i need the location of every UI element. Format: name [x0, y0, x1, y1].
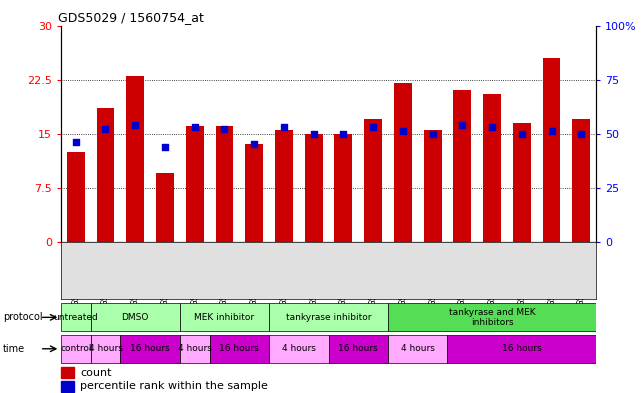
Point — [338, 130, 349, 137]
Bar — [215, 127, 233, 242]
FancyBboxPatch shape — [210, 335, 269, 363]
Point — [457, 122, 467, 128]
Text: untreated: untreated — [53, 313, 98, 322]
Bar — [156, 173, 174, 242]
Bar — [186, 127, 204, 242]
Point — [368, 124, 378, 130]
Text: count: count — [80, 367, 112, 378]
Point — [190, 124, 200, 130]
Text: tankyrase inhibitor: tankyrase inhibitor — [286, 313, 371, 322]
Point — [487, 124, 497, 130]
FancyBboxPatch shape — [90, 335, 121, 363]
Point — [576, 130, 587, 137]
Text: DMSO: DMSO — [122, 313, 149, 322]
Point — [397, 128, 408, 134]
Bar — [61, 367, 74, 378]
FancyBboxPatch shape — [269, 335, 328, 363]
Text: MEK inhibitor: MEK inhibitor — [194, 313, 254, 322]
FancyBboxPatch shape — [180, 303, 269, 332]
FancyBboxPatch shape — [388, 303, 596, 332]
Point — [546, 128, 556, 134]
Bar — [453, 90, 471, 242]
Bar — [513, 123, 531, 242]
Text: percentile rank within the sample: percentile rank within the sample — [80, 381, 268, 391]
Text: 4 hours: 4 hours — [88, 344, 122, 353]
Bar — [424, 130, 442, 242]
FancyBboxPatch shape — [388, 335, 447, 363]
Point — [279, 124, 289, 130]
Point — [160, 143, 170, 150]
FancyBboxPatch shape — [180, 335, 210, 363]
FancyBboxPatch shape — [61, 335, 90, 363]
FancyBboxPatch shape — [269, 303, 388, 332]
Bar — [542, 58, 560, 242]
Bar — [126, 76, 144, 242]
Bar — [246, 144, 263, 242]
Text: 16 hours: 16 hours — [502, 344, 542, 353]
Text: 4 hours: 4 hours — [401, 344, 435, 353]
Text: 4 hours: 4 hours — [178, 344, 212, 353]
Point — [219, 126, 229, 132]
Point — [308, 130, 319, 137]
Point — [130, 122, 140, 128]
FancyBboxPatch shape — [90, 303, 180, 332]
Bar — [304, 134, 322, 242]
Bar — [394, 83, 412, 242]
FancyBboxPatch shape — [447, 335, 596, 363]
Bar — [364, 119, 382, 242]
Text: 16 hours: 16 hours — [219, 344, 259, 353]
Bar — [275, 130, 293, 242]
Bar — [572, 119, 590, 242]
Point — [249, 141, 260, 147]
Text: tankyrase and MEK
inhibitors: tankyrase and MEK inhibitors — [449, 308, 535, 327]
Point — [71, 139, 81, 145]
Text: 16 hours: 16 hours — [130, 344, 170, 353]
Text: 16 hours: 16 hours — [338, 344, 378, 353]
Text: control: control — [60, 344, 92, 353]
Point — [517, 130, 527, 137]
Text: 4 hours: 4 hours — [282, 344, 316, 353]
FancyBboxPatch shape — [121, 335, 180, 363]
Bar — [67, 152, 85, 242]
Text: time: time — [3, 344, 26, 354]
Bar — [483, 94, 501, 242]
Bar — [61, 381, 74, 391]
FancyBboxPatch shape — [61, 303, 90, 332]
Bar — [97, 108, 115, 242]
Text: GDS5029 / 1560754_at: GDS5029 / 1560754_at — [58, 11, 204, 24]
Point — [101, 126, 111, 132]
FancyBboxPatch shape — [328, 335, 388, 363]
Bar — [335, 134, 353, 242]
Point — [428, 130, 438, 137]
Text: protocol: protocol — [3, 312, 43, 322]
